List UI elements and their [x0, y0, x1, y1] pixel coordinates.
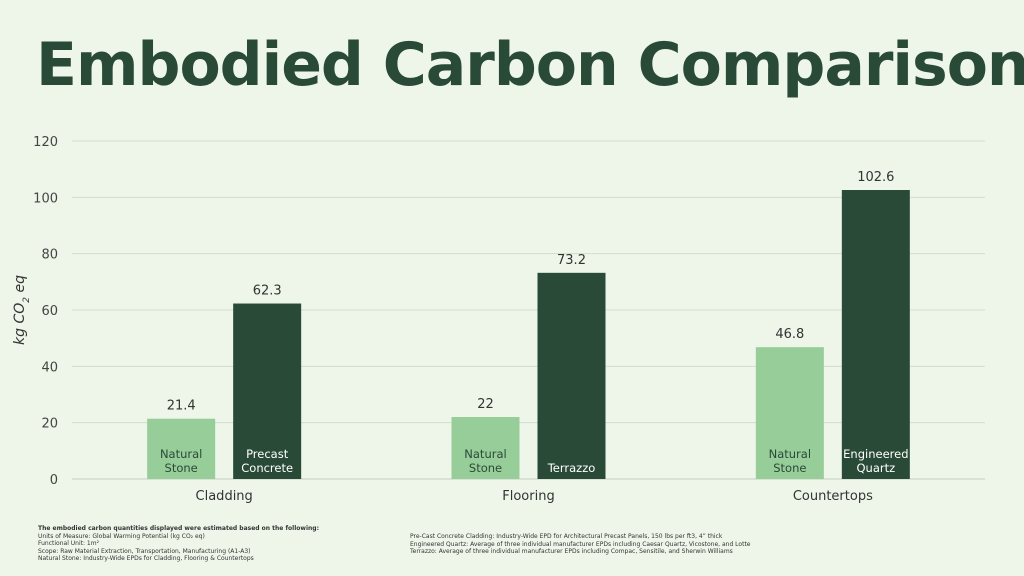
- x-category-label: Countertops: [793, 489, 873, 504]
- y-tick-label: 80: [41, 248, 58, 263]
- bar-label: Stone: [773, 461, 806, 475]
- data-label: 62.3: [253, 284, 282, 299]
- data-label: 21.4: [167, 399, 196, 414]
- page-title: Embodied Carbon Comparison: [36, 30, 1024, 100]
- footnote-line: Terrazzo: Average of three individual ma…: [410, 548, 733, 555]
- bar: [451, 417, 520, 479]
- footnote-line: Engineered Quartz: Average of three indi…: [410, 540, 751, 548]
- data-label: 22: [477, 397, 494, 412]
- y-tick-label: 40: [41, 360, 58, 375]
- data-label: 73.2: [557, 253, 586, 268]
- x-category-label: Flooring: [502, 489, 554, 504]
- bar-label: Natural: [464, 447, 506, 461]
- bar-label: Quartz: [856, 461, 895, 475]
- footnote-line: Pre-Cast Concrete Cladding: Industry-Wid…: [410, 533, 723, 540]
- bar-label: Concrete: [241, 461, 293, 475]
- y-tick-label: 60: [41, 304, 58, 319]
- footnote-line: Functional Unit: 1m²: [38, 540, 99, 547]
- bar-label: Stone: [165, 461, 198, 475]
- bar-label: Engineered: [843, 447, 908, 461]
- bar: [233, 303, 302, 479]
- footnotes-left: The embodied carbon quantities displayed…: [38, 525, 319, 563]
- bar-label: Stone: [469, 461, 502, 475]
- bar-label: Terrazzo: [547, 461, 596, 475]
- footnote-line: Units of Measure: Global Warming Potenti…: [38, 532, 205, 540]
- y-tick-label: 0: [50, 473, 58, 488]
- footnote-line: Scope: Raw Material Extraction, Transpor…: [38, 547, 251, 555]
- footnotes-heading: The embodied carbon quantities displayed…: [38, 525, 319, 532]
- y-tick-label: 20: [41, 417, 58, 432]
- bar-label: Precast: [246, 447, 289, 461]
- bar-label: Natural: [769, 447, 811, 461]
- data-label: 46.8: [775, 327, 804, 342]
- footnotes-right: Pre-Cast Concrete Cladding: Industry-Wid…: [410, 533, 751, 556]
- y-tick-label: 120: [33, 135, 58, 150]
- bar: [841, 190, 910, 479]
- y-axis-label: kg CO2 eq: [12, 275, 32, 345]
- data-label: 102.6: [857, 170, 894, 185]
- y-tick-label: 100: [33, 191, 58, 206]
- bar: [147, 418, 216, 479]
- footnote-line: Natural Stone: Industry-Wide EPDs for Cl…: [38, 555, 254, 562]
- x-category-label: Cladding: [196, 489, 253, 504]
- bar: [755, 347, 824, 479]
- bar-label: Natural: [160, 447, 202, 461]
- bar: [537, 272, 606, 479]
